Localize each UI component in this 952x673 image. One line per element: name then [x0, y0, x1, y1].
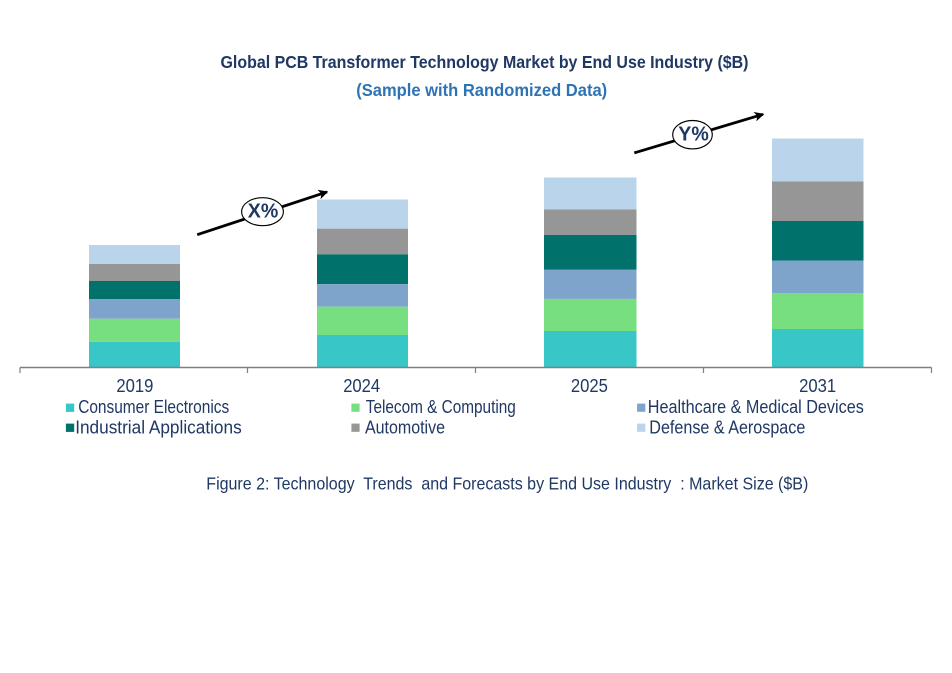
svg-text:Y%: Y%	[678, 122, 709, 145]
svg-text:2031: 2031	[799, 376, 836, 396]
svg-text:2019: 2019	[116, 376, 153, 396]
svg-text:Industrial Applications: Industrial Applications	[75, 417, 242, 437]
svg-text:Healthcare & Medical Devices: Healthcare & Medical Devices	[648, 397, 864, 417]
svg-text:X%: X%	[248, 200, 278, 223]
svg-text:(Sample with Randomized Data): (Sample with Randomized Data)	[356, 80, 607, 100]
svg-text:Figure 2: Technology Trends: Figure 2: Technology Trends and Forecast…	[206, 474, 808, 494]
svg-text:2025: 2025	[571, 376, 608, 396]
svg-text:Telecom & Computing: Telecom & Computing	[366, 397, 516, 417]
svg-text:Global PCB Transformer Technol: Global PCB Transformer Technology Market…	[221, 52, 749, 72]
svg-text:Automotive: Automotive	[365, 417, 445, 437]
svg-text:Consumer Electronics: Consumer Electronics	[78, 397, 229, 417]
svg-text:2024: 2024	[343, 376, 380, 396]
svg-text:Defense & Aerospace: Defense & Aerospace	[649, 417, 805, 437]
